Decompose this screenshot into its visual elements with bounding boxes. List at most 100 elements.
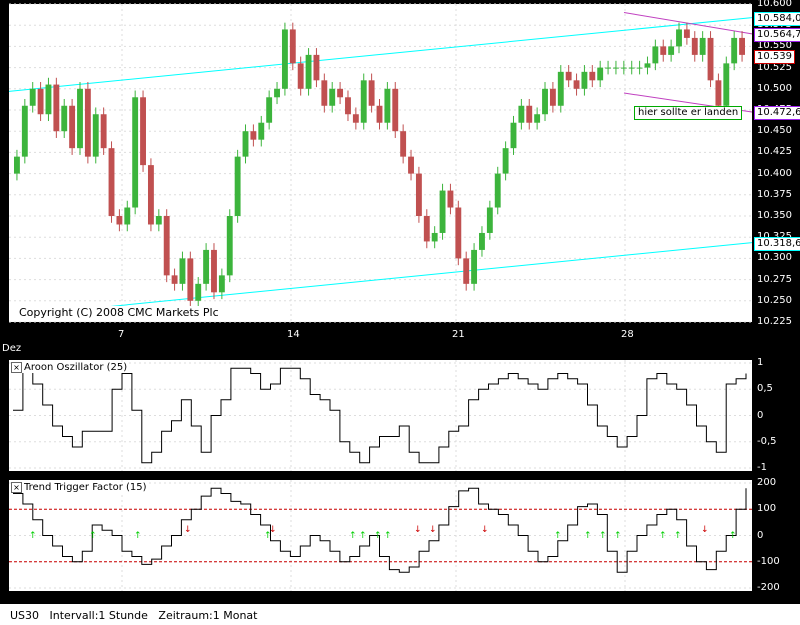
- candle-body: [565, 71, 572, 81]
- buy-signal-arrow: ↑: [374, 531, 382, 541]
- candle-body: [431, 232, 438, 242]
- symbol-label: US30: [10, 609, 40, 622]
- candle-body: [455, 207, 462, 259]
- candle-body: [723, 63, 730, 106]
- y-tick-label: 10.525: [757, 61, 792, 73]
- candle-body: [69, 105, 76, 149]
- candle-body: [739, 37, 745, 55]
- candle-body: [203, 249, 210, 284]
- candle-body: [195, 283, 202, 301]
- candle-body: [463, 258, 470, 284]
- x-tick-label: 28: [621, 329, 634, 340]
- buy-signal-arrow: ↑: [674, 531, 682, 541]
- candle-body: [652, 46, 659, 64]
- candle-body: [408, 156, 414, 174]
- candle-body: [605, 67, 612, 69]
- candle-body: [368, 80, 375, 106]
- y-tick-label: 10.250: [757, 294, 792, 306]
- candle-body: [140, 97, 146, 166]
- interval-label: Intervall:1 Stunde: [49, 609, 148, 622]
- candle-body: [234, 156, 241, 216]
- candle-body: [274, 88, 280, 98]
- buy-signal-arrow: ↑: [359, 531, 367, 541]
- price-label: 10.539: [754, 49, 795, 64]
- y-tick-label: -200: [757, 582, 780, 593]
- candle-body: [557, 71, 564, 106]
- candle-body: [37, 88, 44, 115]
- candle-body: [116, 216, 123, 225]
- buy-signal-arrow: ↑: [29, 531, 37, 541]
- candle-body: [218, 275, 225, 293]
- candle-body: [313, 54, 320, 81]
- buy-signal-arrow: ↑: [659, 531, 667, 541]
- candle-body: [573, 80, 580, 89]
- candle-body: [510, 122, 517, 149]
- candle-body: [518, 105, 525, 123]
- candle-body: [676, 29, 682, 47]
- candle-body: [731, 37, 738, 64]
- y-tick-label: 10.375: [757, 188, 792, 200]
- candle-body: [494, 173, 501, 208]
- candle-body: [699, 37, 706, 55]
- candle-body: [337, 88, 344, 98]
- buy-signal-arrow: ↑: [89, 531, 97, 541]
- candle-body: [147, 165, 154, 225]
- candle-body: [439, 190, 446, 233]
- candle-body: [549, 88, 556, 106]
- price-label: 10.318,65: [754, 236, 800, 251]
- y-tick-label: 1: [757, 357, 764, 368]
- candle-body: [628, 67, 635, 69]
- candle-body: [155, 216, 162, 225]
- x-tick-label: 7: [118, 329, 125, 340]
- candle-body: [597, 67, 604, 81]
- candle-body: [589, 71, 596, 81]
- candle-body: [84, 88, 91, 157]
- x-tick-label: 21: [452, 329, 465, 340]
- buy-signal-arrow: ↑: [264, 531, 272, 541]
- candle-body: [423, 216, 430, 242]
- y-tick-label: 10.400: [757, 167, 792, 179]
- candle-body: [14, 156, 20, 174]
- candle-body: [542, 88, 548, 115]
- close-icon[interactable]: ×: [11, 482, 22, 493]
- lower-trendline: [98, 242, 753, 309]
- y-tick-label: 10.550: [757, 40, 792, 52]
- candle-body: [179, 258, 186, 284]
- sell-signal-arrow: ↓: [701, 525, 709, 535]
- candle-body: [281, 29, 288, 89]
- candle-body: [329, 88, 336, 106]
- buy-signal-arrow: ↑: [349, 531, 357, 541]
- candle-body: [620, 67, 627, 69]
- ttf-title: × Trend Trigger Factor (15): [11, 482, 147, 493]
- candle-body: [108, 148, 115, 216]
- range-label: Zeitraum:1 Monat: [158, 609, 258, 622]
- y-tick-label: 0,5: [757, 383, 773, 395]
- candle-body: [668, 46, 675, 55]
- price-chart-pane[interactable]: Copyright (C) 2008 CMC Markets Plc hier …: [8, 3, 753, 323]
- candle-body: [415, 173, 422, 216]
- candle-body: [345, 97, 351, 115]
- wedge-upper-line: [623, 11, 753, 35]
- close-icon[interactable]: ×: [11, 362, 22, 373]
- ttf-pane[interactable]: ↑ ↑ ↑ ↑ ↑ ↑ ↑ ↑ ↑ ↑ ↑ ↑ ↑ ↑ ↑ ↓ ↓ ↓ ↓ ↓ ↓ × Trend Trigger Fac…: [9, 480, 752, 591]
- candle-body: [502, 148, 509, 174]
- aroon-pane[interactable]: × Aroon Oszillator (25): [9, 360, 752, 471]
- candle-body: [211, 249, 217, 293]
- candle-body: [305, 54, 312, 89]
- y-tick-label: 0: [757, 409, 764, 421]
- annotation-label: hier sollte er landen: [634, 106, 743, 120]
- candle-body: [534, 114, 541, 123]
- price-label: 10.472,60: [754, 106, 800, 121]
- candle-body: [526, 105, 533, 123]
- candle-body: [707, 37, 714, 81]
- candle-body: [715, 80, 722, 106]
- candle-body: [376, 105, 383, 123]
- candle-body: [21, 105, 28, 157]
- buy-signal-arrow: ↑: [384, 531, 392, 541]
- candle-body: [92, 114, 99, 157]
- y-tick-label: 10.500: [757, 82, 792, 94]
- candle-body: [447, 190, 454, 208]
- candle-body: [384, 88, 391, 123]
- buy-signal-arrow: ↑: [134, 531, 142, 541]
- ttf-title-text: Trend Trigger Factor (15): [24, 482, 147, 493]
